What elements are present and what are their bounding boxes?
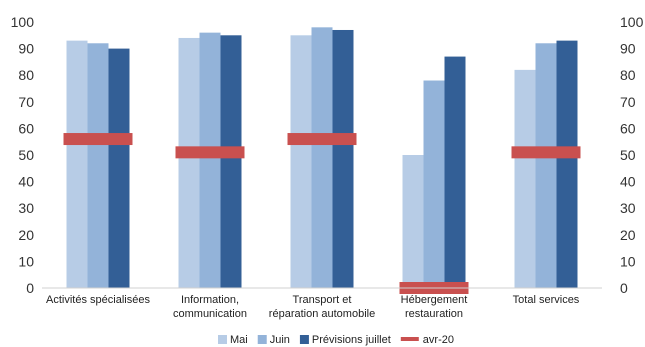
category-label-1-0: Information,: [181, 294, 239, 306]
bar-pr-visions-juillet-0: [108, 48, 130, 288]
y-tick-left-20: 20: [18, 227, 34, 243]
y-tick-left-60: 60: [18, 120, 34, 136]
bar-pr-visions-juillet-3: [444, 56, 466, 288]
category-label-0-0: Activités spécialisées: [46, 294, 150, 306]
bar-mai-3: [402, 155, 424, 288]
legend-label-mai: Mai: [230, 334, 248, 346]
y-tick-left-0: 0: [26, 280, 34, 296]
left-y-axis: 0 10 20 30 40 50 60 70 80 90 100: [11, 14, 35, 296]
bar-juin-3: [423, 80, 445, 289]
category-label-2-0: Transport et: [293, 294, 352, 306]
legend-label-juin: Juin: [270, 334, 290, 346]
bars: [66, 27, 578, 289]
bar-pr-visions-juillet-4: [556, 40, 578, 289]
y-tick-left-50: 50: [18, 147, 34, 163]
y-tick-right-90: 90: [620, 41, 636, 57]
y-tick-right-0: 0: [620, 280, 628, 296]
y-tick-right-60: 60: [620, 120, 636, 136]
y-tick-right-50: 50: [620, 147, 636, 163]
category-label-3-1: restauration: [405, 308, 463, 320]
legend-label-avr-20: avr-20: [423, 334, 454, 346]
y-tick-right-80: 80: [620, 67, 636, 83]
y-tick-right-10: 10: [620, 253, 636, 269]
legend-swatch-mai: [218, 335, 227, 344]
bar-mai-2: [290, 35, 312, 288]
bar-mai-1: [178, 37, 200, 289]
legend-swatch-avr-20: [400, 337, 419, 341]
bar-juin-1: [199, 32, 221, 288]
y-tick-left-80: 80: [18, 67, 34, 83]
y-tick-left-10: 10: [18, 253, 34, 269]
legend: Mai Juin Prévisions juillet avr-20: [218, 334, 454, 346]
category-labels: Activités spécialisées Information, commun…: [46, 294, 580, 320]
category-label-4-0: Total services: [513, 294, 580, 306]
category-label-1-1: communication: [173, 308, 247, 320]
legend-label-pr-visions-juillet: Prévisions juillet: [312, 334, 391, 346]
category-label-3-0: Hébergement: [401, 294, 468, 306]
bar-pr-visions-juillet-2: [332, 29, 354, 288]
y-tick-right-20: 20: [620, 227, 636, 243]
bar-mai-4: [514, 69, 536, 288]
bar-pr-visions-juillet-1: [220, 35, 242, 288]
category-label-2-1: réparation automobile: [269, 308, 375, 320]
y-tick-right-40: 40: [620, 174, 636, 190]
y-tick-left-40: 40: [18, 174, 34, 190]
y-tick-left-70: 70: [18, 94, 34, 110]
legend-swatch-pr-visions-juillet: [299, 335, 309, 344]
legend-swatch-juin: [257, 335, 267, 344]
marker-avr-20-0: [63, 133, 133, 146]
y-tick-right-70: 70: [620, 94, 636, 110]
y-tick-left-100: 100: [11, 14, 35, 30]
marker-avr-20-4: [511, 146, 581, 159]
bar-juin-4: [535, 43, 557, 288]
marker-avr-20-2: [287, 133, 357, 146]
bar-juin-2: [311, 27, 333, 288]
y-tick-right-30: 30: [620, 200, 636, 216]
y-tick-right-100: 100: [620, 14, 644, 30]
bar-juin-0: [87, 43, 109, 288]
y-tick-left-90: 90: [18, 41, 34, 57]
marker-avr-20-1: [175, 146, 245, 159]
y-tick-left-30: 30: [18, 200, 34, 216]
bar-mai-0: [66, 40, 88, 289]
right-y-axis: 0 10 20 30 40 50 60 70 80 90 100: [620, 14, 644, 296]
